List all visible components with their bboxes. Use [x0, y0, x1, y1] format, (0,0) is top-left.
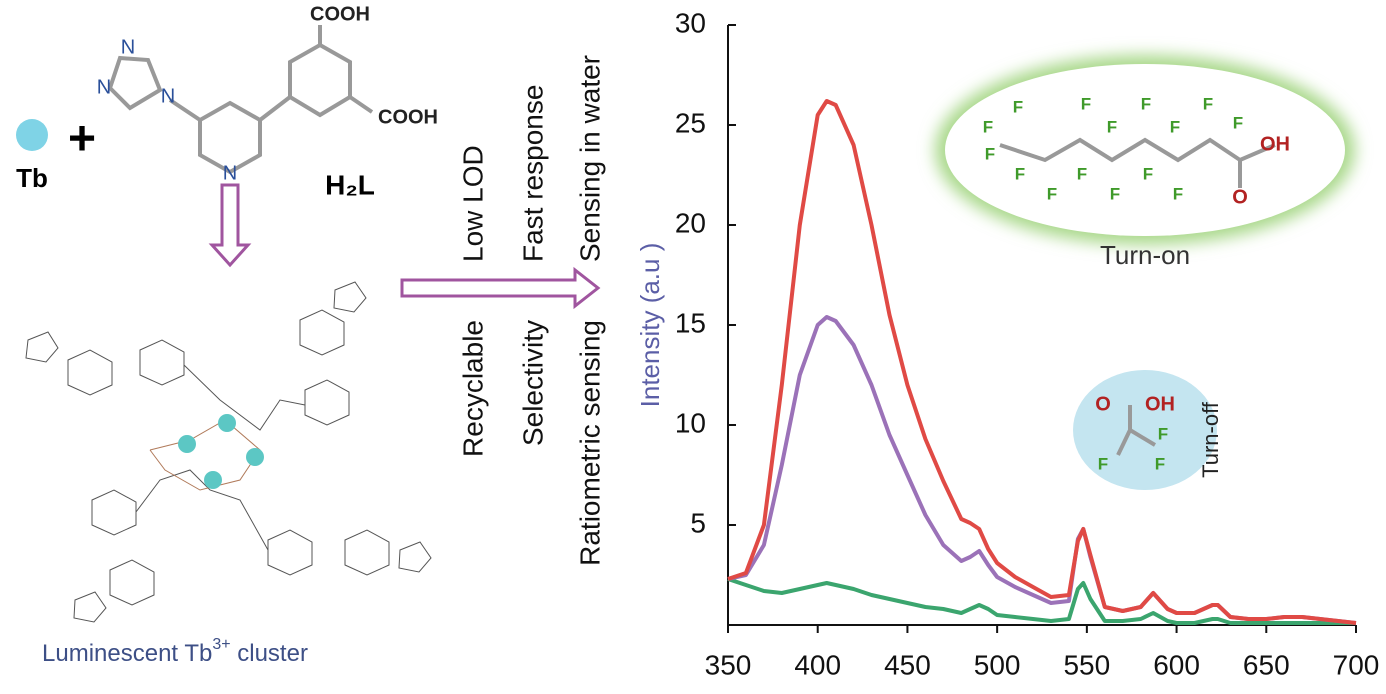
atom-label: O: [1095, 393, 1111, 415]
y-tick-label: 10: [675, 407, 706, 438]
atom-label: F: [1047, 184, 1057, 203]
spectrum-line: [727, 577, 1356, 625]
y-tick-label: 20: [675, 207, 706, 238]
atom-label: F: [985, 144, 995, 163]
plus: +: [68, 113, 96, 166]
x-tick-label: 450: [884, 649, 931, 680]
atom-label: OH: [1260, 133, 1290, 155]
cluster-label-sup: 3+: [212, 636, 230, 653]
x-tick-label: 700: [1333, 649, 1380, 680]
benzene-ring: [288, 42, 352, 118]
turn-off-label: Turn-off: [1198, 401, 1223, 478]
turn-on-label: Turn-on: [1100, 240, 1190, 270]
atom-label: F: [1098, 454, 1108, 473]
turn-off-ellipse: [1073, 370, 1217, 490]
y-tick-label: 25: [675, 107, 706, 138]
atom-label: F: [1143, 164, 1153, 183]
pfoa-bond: [999, 137, 1276, 163]
atom-label: F: [1233, 113, 1243, 132]
x-tick-label: 550: [1063, 649, 1110, 680]
atom-label: F: [1013, 97, 1023, 116]
x-tick-label: 650: [1243, 649, 1290, 680]
atom-label: N: [161, 85, 175, 107]
atom-label: F: [1170, 117, 1180, 136]
cluster-label-text: cluster: [231, 640, 308, 667]
right-arrow: [400, 266, 601, 310]
bond: [258, 95, 292, 122]
cluster-structure: [25, 281, 432, 623]
y-tick-label: 15: [675, 307, 706, 338]
bond: [348, 95, 374, 114]
x-tick-label: 400: [794, 649, 841, 680]
atom-label: F: [1203, 94, 1213, 113]
cluster-label-text: Luminescent Tb: [42, 640, 212, 667]
feature-label: Low LOD: [457, 145, 488, 262]
x-tick-label: 600: [1153, 649, 1200, 680]
cluster-label: Luminescent Tb3+ cluster: [42, 636, 308, 667]
tb-ion: [246, 448, 264, 466]
atom-label: N: [121, 36, 135, 58]
cooh-label: COOH: [378, 106, 438, 128]
atom-label: F: [1158, 424, 1168, 443]
atom-label: F: [1110, 184, 1120, 203]
tb-atom: [16, 119, 48, 151]
atom-label: F: [1155, 454, 1165, 473]
cooh-label: COOH: [310, 3, 370, 25]
tb-label: Tb: [16, 163, 48, 193]
atom-label: F: [983, 117, 993, 136]
y-axis-label: Intensity (a.u ): [635, 243, 665, 408]
y-tick-label: 30: [675, 7, 706, 38]
feature-label: Recyclable: [457, 320, 488, 457]
triazole-ring: [107, 55, 163, 111]
down-arrow: [208, 183, 252, 268]
turn-on-ellipse: [945, 64, 1345, 236]
atom-label: F: [1107, 117, 1117, 136]
tb-ion: [178, 435, 196, 453]
spectrum-line: [727, 315, 1357, 625]
atom-label: N: [223, 162, 237, 184]
atom-label: F: [1173, 184, 1183, 203]
feature-label: Ratiometric sensing: [574, 320, 605, 566]
ligand-label: H₂L: [325, 169, 375, 200]
tfa-bond: [1128, 428, 1157, 447]
atom-label: F: [1141, 94, 1151, 113]
atom-label: OH: [1145, 393, 1175, 415]
y-tick-label: 5: [690, 507, 706, 538]
bond: [168, 98, 202, 122]
tb-ion: [218, 414, 236, 432]
feature-label: Selectivity: [517, 320, 548, 446]
atom-label: F: [1015, 164, 1025, 183]
feature-label: Sensing in water: [574, 55, 605, 262]
spectrum-line: [727, 99, 1357, 625]
x-tick-label: 500: [974, 649, 1021, 680]
atom-label: N: [97, 76, 111, 98]
tb-ion: [204, 471, 222, 489]
atom-label: O: [1232, 186, 1248, 208]
feature-label: Fast response: [517, 85, 548, 262]
atom-label: F: [1081, 94, 1091, 113]
x-tick-label: 350: [705, 649, 752, 680]
atom-label: F: [1077, 164, 1087, 183]
